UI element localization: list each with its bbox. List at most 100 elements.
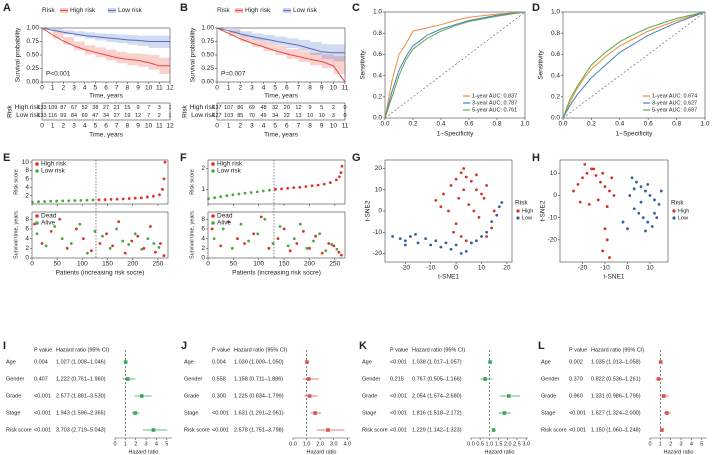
risk-table-value: 52 — [82, 105, 88, 111]
x-tick-label: 2.5 — [513, 441, 521, 447]
y-axis-label: t-SNE2 — [365, 200, 372, 221]
point — [320, 251, 324, 255]
x-tick-label: 1 — [51, 85, 55, 92]
reference-diagonal — [562, 11, 706, 119]
plot-frame — [31, 211, 169, 259]
x-tick-label: 9 — [320, 123, 324, 130]
confidence-band — [84, 32, 96, 39]
point — [485, 235, 488, 238]
legend-label: 5-year AUC: 0.697 — [652, 107, 697, 113]
hazard-ratio-point — [123, 360, 128, 364]
legend-label: Low risk — [293, 7, 318, 14]
point — [444, 241, 448, 245]
point — [454, 177, 458, 181]
x-tick-label: 1.5 — [495, 441, 503, 447]
x-tick-label: 0 — [215, 123, 219, 130]
risk-table-value: 2 — [332, 105, 335, 111]
y-tick-label: 0.0 — [373, 115, 382, 122]
point — [295, 242, 299, 245]
y-axis-label: Survival time, years — [189, 211, 195, 259]
y-axis-label: Survival probability — [190, 27, 197, 82]
point — [603, 185, 607, 189]
panel-label: J — [181, 340, 187, 352]
y-tick-label: 0.2 — [551, 94, 560, 101]
risk-table-value: 0 — [343, 113, 346, 119]
point — [318, 232, 322, 236]
row-name: Grade — [184, 393, 199, 399]
point — [31, 200, 34, 204]
panel-label: A — [3, 2, 11, 14]
point — [133, 196, 137, 200]
confidence-band — [240, 31, 252, 37]
point — [85, 198, 89, 202]
y-tick-label: 0 — [553, 192, 557, 199]
point — [641, 216, 645, 220]
point — [236, 237, 239, 241]
hazard-ratio-point — [661, 394, 666, 398]
risk-table-value: 86 — [237, 105, 243, 111]
point — [74, 227, 78, 231]
x-tick-label: 4.0 — [343, 441, 351, 447]
x-tick-label: 2 — [238, 85, 242, 92]
risk-table-value: 99 — [60, 113, 66, 119]
y-tick-label: 0.6 — [551, 51, 560, 58]
risk-table-frame — [41, 102, 171, 121]
point — [490, 220, 494, 224]
point — [310, 184, 314, 188]
row-name: Gender — [362, 376, 381, 382]
point — [286, 186, 290, 190]
x-tick-label: 3.0 — [522, 441, 530, 447]
point — [424, 237, 428, 241]
x-tick-label: 7 — [297, 123, 301, 130]
point — [271, 242, 275, 245]
point — [462, 188, 466, 192]
x-axis-label: 1−Specificity — [437, 131, 474, 138]
point — [648, 194, 652, 197]
x-tick-label: 0.0 — [467, 441, 475, 447]
point — [608, 189, 611, 193]
x-axis-label: Hazard ratio — [664, 449, 694, 455]
point — [459, 252, 463, 255]
x-tick-label: 0.6 — [464, 121, 473, 128]
roc-curve — [384, 11, 526, 119]
y-tick-label: 2 — [25, 192, 29, 199]
y-tick-label: 0 — [201, 255, 205, 262]
risk-table-value: 27 — [114, 113, 120, 119]
x-tick-label: 0 — [626, 265, 630, 272]
point — [439, 205, 443, 209]
x-axis-label: Time, years — [264, 132, 298, 139]
x-tick-label: 0.5 — [476, 441, 484, 447]
x-tick-label: 3 — [145, 441, 148, 447]
p-value: 0.004 — [34, 359, 48, 365]
point — [274, 187, 277, 191]
confidence-band — [263, 35, 276, 43]
x-tick-label: 2 — [62, 123, 66, 130]
risk-table-value: 34 — [103, 113, 109, 119]
x-tick-label: 5 — [165, 441, 168, 447]
row-name: Risk score — [541, 427, 567, 433]
legend-title: Risk — [217, 7, 230, 14]
point — [314, 234, 317, 238]
point — [637, 211, 641, 215]
point — [338, 175, 341, 179]
point — [252, 232, 256, 236]
legend-label: 5-year AUC: 0.761 — [472, 107, 517, 113]
point — [86, 251, 89, 255]
roc-curve — [562, 11, 706, 119]
point — [97, 198, 101, 202]
y-tick-label: 0 — [25, 255, 29, 262]
hazard-ratio-label: 1.943 (1.596–2.365) — [56, 410, 106, 416]
x-tick-label: 2.0 — [316, 441, 324, 447]
point — [439, 245, 443, 249]
point — [409, 235, 412, 238]
x-tick-label: 5 — [94, 123, 98, 130]
confidence-band — [63, 37, 74, 45]
plot-frame — [559, 159, 669, 263]
p-value: <0.001 — [390, 393, 407, 399]
x-tick-label: 1 — [227, 85, 231, 92]
survival-curve — [41, 27, 170, 42]
p-value: 0.960 — [569, 393, 583, 399]
point — [267, 246, 271, 250]
x-tick-label: 1 — [51, 123, 55, 130]
roc-curve — [384, 11, 526, 119]
